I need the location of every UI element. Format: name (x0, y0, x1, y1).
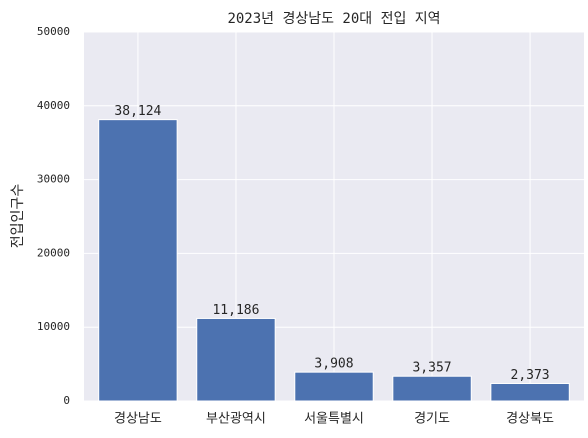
data-label: 2,373 (511, 368, 550, 383)
bar (490, 382, 570, 402)
y-tick-label: 20000 (37, 246, 70, 259)
bar (392, 375, 472, 402)
data-label: 11,186 (212, 303, 259, 318)
x-tick-label: 경상남도 (114, 412, 162, 427)
data-label: 38,124 (114, 104, 161, 119)
y-tick-label: 30000 (37, 173, 70, 186)
x-tick-label: 서울특별시 (304, 412, 364, 427)
data-label: 3,357 (412, 361, 451, 376)
y-tick-label: 10000 (37, 320, 70, 333)
x-tick-label: 부산광역시 (206, 412, 266, 427)
bar (196, 317, 276, 402)
x-tick-label: 경상북도 (506, 412, 554, 427)
y-tick-label: 0 (63, 394, 70, 407)
bar (294, 371, 374, 402)
y-tick-label: 40000 (37, 99, 70, 112)
y-axis-label: 전입인구수 (10, 184, 26, 249)
chart-title: 2023년 경상남도 20대 전입 지역 (227, 11, 440, 27)
y-tick-label: 50000 (37, 25, 70, 38)
data-label: 3,908 (314, 357, 353, 372)
x-tick-label: 경기도 (414, 412, 450, 427)
bar (98, 119, 178, 402)
